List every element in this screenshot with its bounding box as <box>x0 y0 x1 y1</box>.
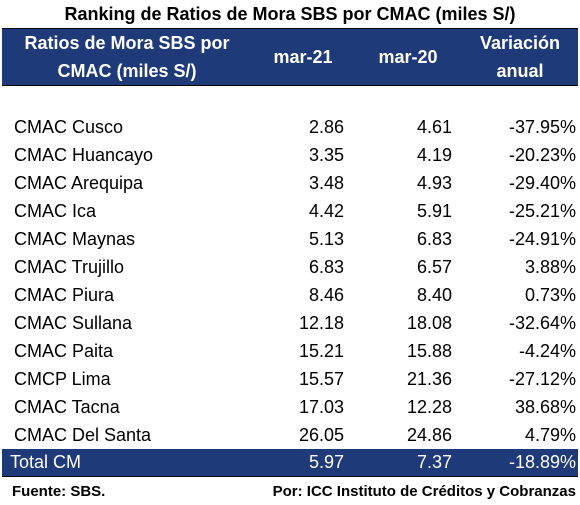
row-mar20: 4.61 <box>416 117 452 137</box>
row-mar21: 4.42 <box>308 201 344 221</box>
row-name: CMAC Cusco <box>14 117 124 137</box>
row-variation: -20.23% <box>508 145 576 165</box>
footer-source: Fuente: SBS. <box>12 483 106 500</box>
table-row: CMAC Sullana 12.18 18.08 -32.64% <box>2 309 578 337</box>
header-variation-column: Variación anual <box>462 29 578 85</box>
row-variation: -27.12% <box>508 369 576 389</box>
row-mar21: 6.83 <box>308 257 344 277</box>
table-row: CMAC Del Santa 26.05 24.86 4.79% <box>2 421 578 449</box>
bottom-border <box>2 476 578 477</box>
row-mar20: 24.86 <box>406 425 452 445</box>
row-name: CMAC Ica <box>14 201 97 221</box>
row-mar21: 17.03 <box>298 397 344 417</box>
row-mar21: 15.21 <box>298 341 344 361</box>
header-name-line1: Ratios de Mora SBS por <box>24 33 230 53</box>
row-name: CMCP Lima <box>14 369 111 389</box>
row-name: CMAC Sullana <box>14 313 133 333</box>
row-variation: -25.21% <box>508 201 576 221</box>
header-border <box>2 85 578 86</box>
row-name: CMAC Del Santa <box>14 425 152 445</box>
table-row: CMAC Tacna 17.03 12.28 38.68% <box>2 393 578 421</box>
row-name: CMAC Piura <box>14 285 115 305</box>
total-mar20: 7.37 <box>416 452 452 472</box>
row-name: CMAC Arequipa <box>14 173 144 193</box>
table-header: Ratios de Mora SBS por CMAC (miles S/) m… <box>2 29 578 85</box>
row-mar20: 8.40 <box>416 285 452 305</box>
footer-author: Por: ICC Instituto de Créditos y Cobranz… <box>272 483 576 500</box>
row-mar21: 12.18 <box>298 313 344 333</box>
row-mar21: 2.86 <box>308 117 344 137</box>
row-mar20: 6.57 <box>416 257 452 277</box>
row-name: CMAC Paita <box>14 341 114 361</box>
row-name: CMAC Maynas <box>14 229 136 249</box>
total-label: Total CM <box>10 452 82 472</box>
table-title: Ranking de Ratios de Mora SBS por CMAC (… <box>64 4 516 24</box>
row-mar20: 18.08 <box>406 313 452 333</box>
row-variation: 0.73% <box>524 285 576 305</box>
row-variation: -37.95% <box>508 117 576 137</box>
row-variation: -29.40% <box>508 173 576 193</box>
header-variation-line2: anual <box>496 61 544 81</box>
row-mar20: 5.91 <box>416 201 452 221</box>
header-variation-line1: Variación <box>479 33 561 53</box>
table-row: CMAC Huancayo 3.35 4.19 -20.23% <box>2 141 578 169</box>
table-row: CMAC Cusco 2.86 4.61 -37.95% <box>2 113 578 141</box>
row-mar21: 3.35 <box>308 145 344 165</box>
table-row: CMAC Arequipa 3.48 4.93 -29.40% <box>2 169 578 197</box>
total-row: Total CM 5.97 7.37 -18.89% <box>2 449 578 476</box>
row-name: CMAC Tacna <box>14 397 120 417</box>
row-mar20: 6.83 <box>416 229 452 249</box>
table-row: CMCP Lima 15.57 21.36 -27.12% <box>2 365 578 393</box>
row-variation: 4.79% <box>524 425 576 445</box>
row-mar21: 15.57 <box>298 369 344 389</box>
row-name: CMAC Huancayo <box>14 145 154 165</box>
row-mar21: 5.13 <box>308 229 344 249</box>
row-mar20: 21.36 <box>406 369 452 389</box>
row-name: CMAC Trujillo <box>14 257 125 277</box>
table-row: CMAC Paita 15.21 15.88 -4.24% <box>2 337 578 365</box>
row-mar21: 8.46 <box>308 285 344 305</box>
row-mar21: 3.48 <box>308 173 344 193</box>
table-row: CMAC Maynas 5.13 6.83 -24.91% <box>2 225 578 253</box>
header-mar21: mar-21 <box>273 47 333 67</box>
header-name-column: Ratios de Mora SBS por CMAC (miles S/) <box>2 29 252 85</box>
row-variation: -32.64% <box>508 313 576 333</box>
table-row: CMAC Trujillo 6.83 6.57 3.88% <box>2 253 578 281</box>
table-row: CMAC Ica 4.42 5.91 -25.21% <box>2 197 578 225</box>
row-variation: -4.24% <box>518 341 576 361</box>
total-variation: -18.89% <box>508 452 576 472</box>
row-variation: 3.88% <box>524 257 576 277</box>
total-mar21: 5.97 <box>308 452 344 472</box>
row-mar20: 15.88 <box>406 341 452 361</box>
header-name-line2: CMAC (miles S/) <box>57 61 197 81</box>
table-row: CMAC Piura 8.46 8.40 0.73% <box>2 281 578 309</box>
row-mar21: 26.05 <box>298 425 344 445</box>
row-mar20: 12.28 <box>406 397 452 417</box>
row-variation: 38.68% <box>514 397 576 417</box>
row-mar20: 4.93 <box>416 173 452 193</box>
header-mar20: mar-20 <box>378 47 438 67</box>
row-mar20: 4.19 <box>416 145 452 165</box>
top-border <box>2 28 578 29</box>
row-variation: -24.91% <box>508 229 576 249</box>
